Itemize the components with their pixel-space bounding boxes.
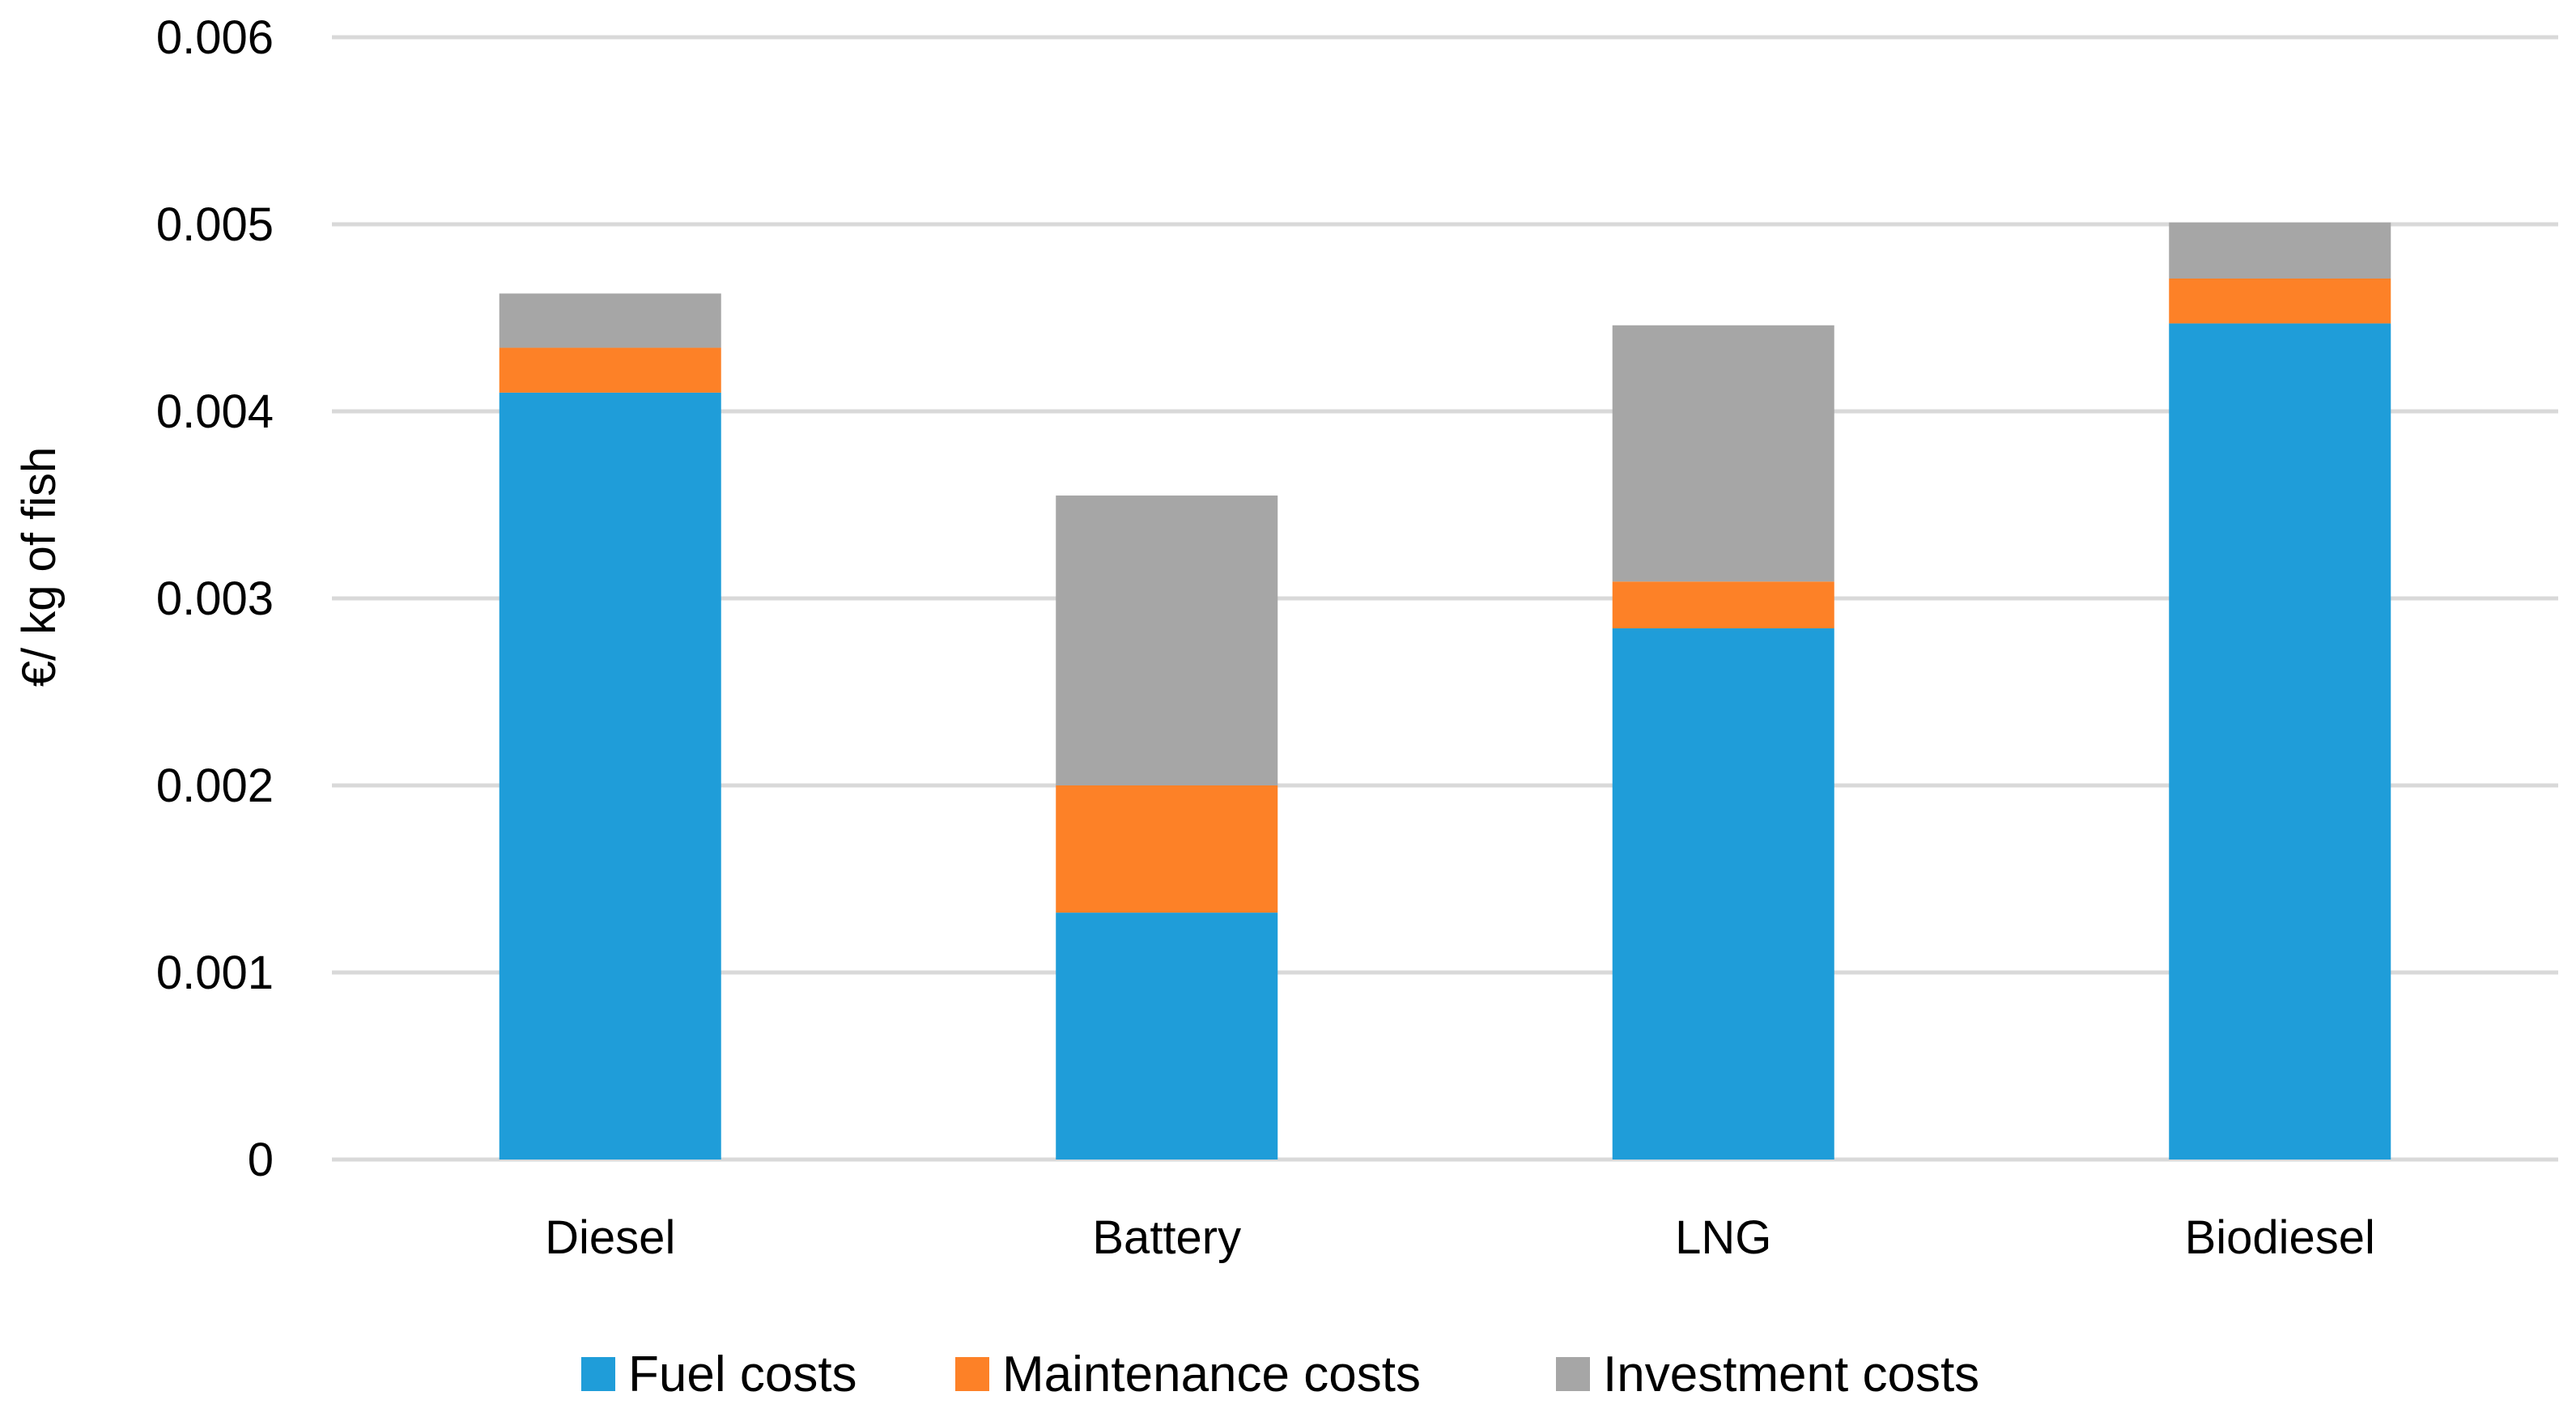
bar-segment-fuel-costs [1056, 913, 1278, 1160]
y-tick-label: 0.003 [156, 572, 274, 625]
y-tick-label: 0.002 [156, 760, 274, 812]
y-tick-label: 0.001 [156, 947, 274, 999]
legend-swatch-maintenance-costs [955, 1357, 989, 1391]
bar-segment-maintenance-costs [1056, 785, 1278, 913]
bar-stack-diesel [499, 293, 721, 1160]
bar-segment-maintenance-costs [499, 347, 721, 393]
bar-stack-battery [1056, 495, 1278, 1160]
x-tick-label: Diesel [545, 1211, 675, 1264]
bar-stack-lng [1612, 325, 1834, 1160]
legend-label: Maintenance costs [1002, 1347, 1421, 1402]
bar-segment-fuel-costs [499, 392, 721, 1160]
y-axis-title: €/ kg of fish [13, 447, 66, 687]
x-tick-label: LNG [1675, 1211, 1771, 1264]
y-tick-label: 0.006 [156, 11, 274, 64]
legend-label: Investment costs [1603, 1347, 1979, 1402]
bar-stack-biodiesel [2169, 222, 2391, 1160]
y-tick-label: 0.004 [156, 385, 274, 438]
y-tick-label: 0 [248, 1134, 274, 1186]
bar-segment-maintenance-costs [2169, 278, 2391, 324]
bar-segment-investment-costs [1056, 495, 1278, 785]
legend-swatch-investment-costs [1556, 1357, 1590, 1391]
legend-swatch-fuel-costs [581, 1357, 615, 1391]
x-tick-label: Battery [1092, 1211, 1241, 1264]
bar-segment-investment-costs [2169, 222, 2391, 279]
bar-segment-fuel-costs [2169, 323, 2391, 1160]
bar-segment-investment-costs [499, 293, 721, 348]
bar-segment-maintenance-costs [1612, 581, 1834, 628]
x-tick-label: Biodiesel [2185, 1211, 2375, 1264]
y-axis-ticks: 0 0.001 0.002 0.003 0.004 0.005 0.006 [156, 11, 274, 1186]
legend-label: Fuel costs [628, 1347, 857, 1402]
legend: Fuel costs Maintenance costs Investment co… [581, 1347, 1979, 1402]
bar-segment-investment-costs [1612, 325, 1834, 582]
bar-segment-fuel-costs [1612, 628, 1834, 1160]
x-axis-ticks: Diesel Battery LNG Biodiesel [545, 1211, 2375, 1264]
y-tick-label: 0.005 [156, 198, 274, 251]
bars [499, 222, 2391, 1160]
